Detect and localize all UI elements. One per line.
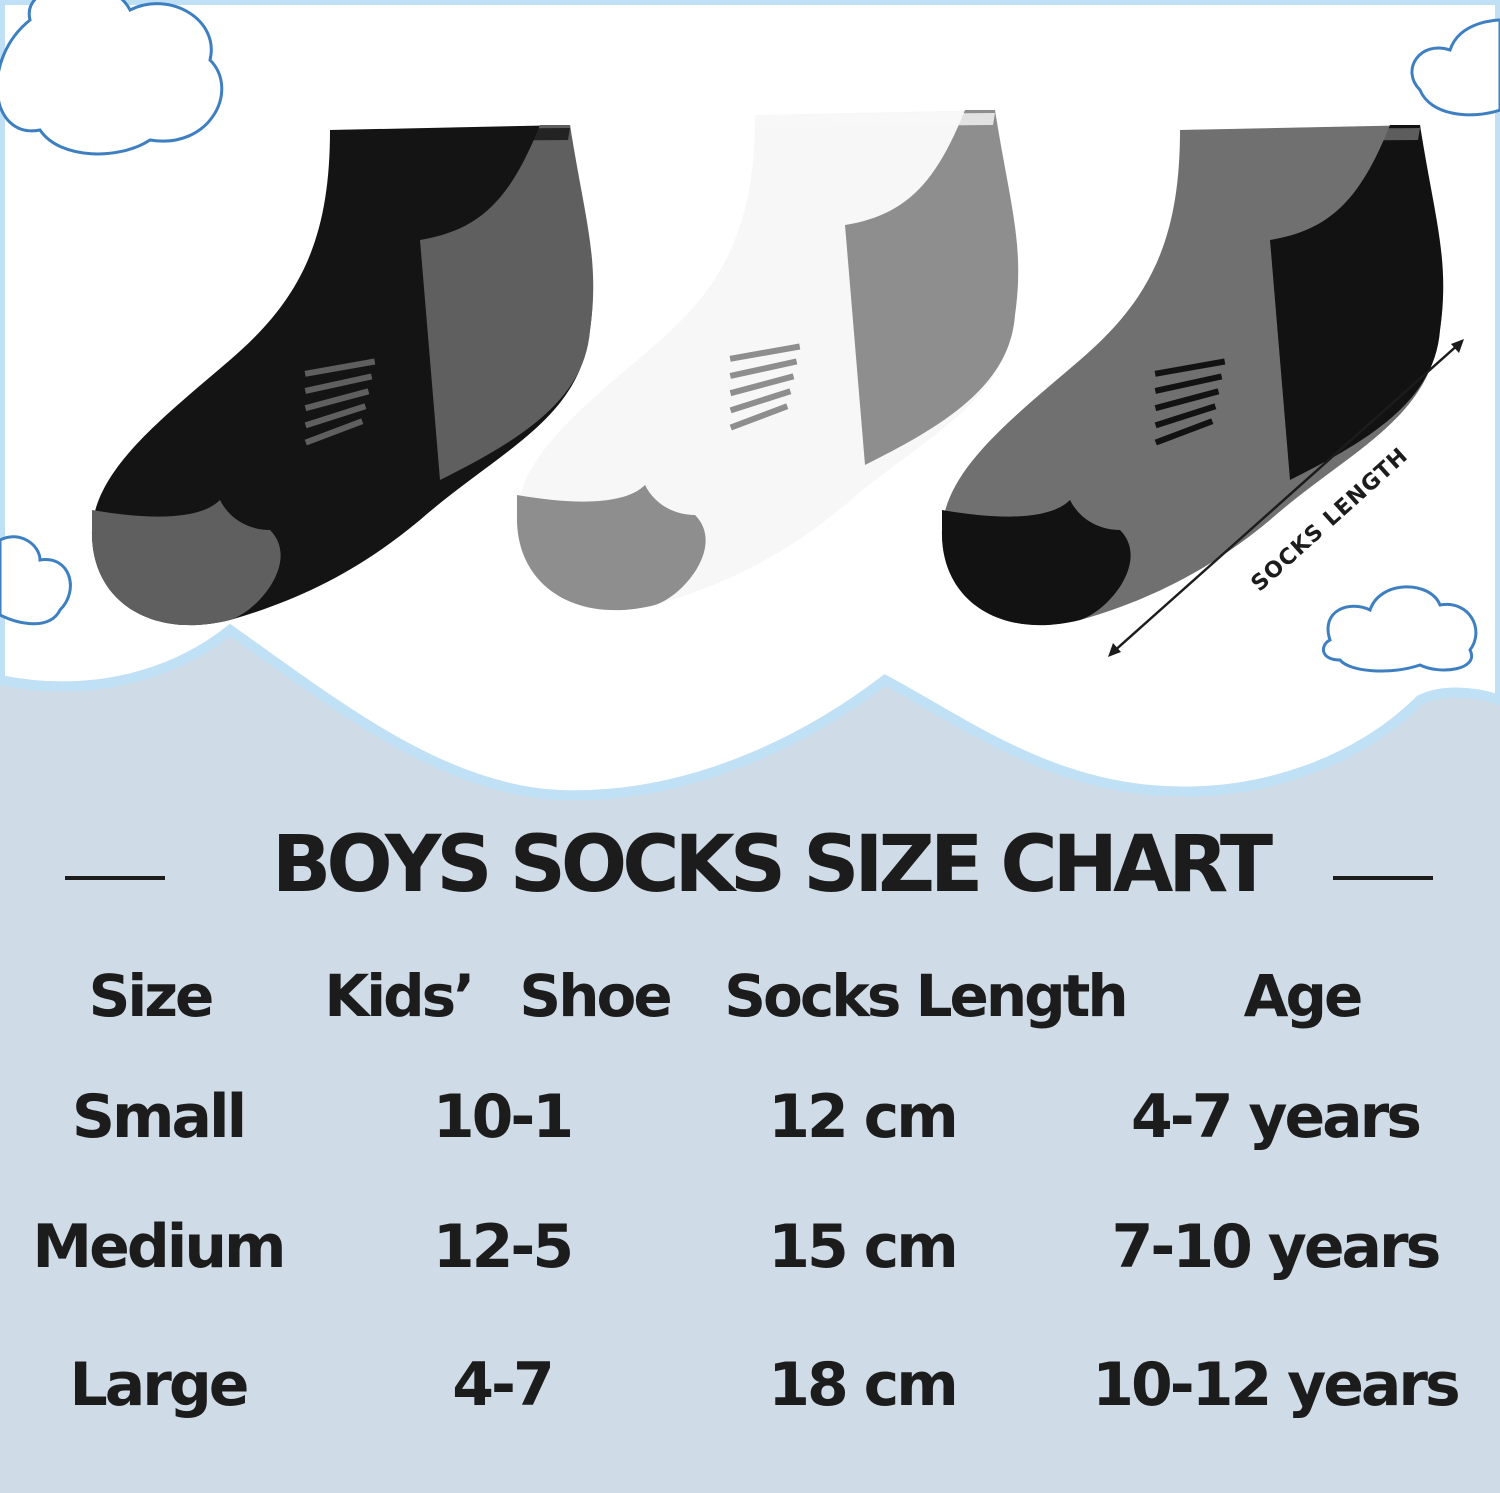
sock: [516, 110, 1019, 611]
table-cell: Medium: [32, 1212, 286, 1282]
table-cell: 4-7 years: [1131, 1082, 1422, 1152]
title-divider-right: [1333, 876, 1433, 880]
header-age: Age: [1243, 962, 1364, 1030]
sock: [91, 125, 594, 626]
sock: [941, 125, 1444, 626]
table-cell: 12 cm: [768, 1082, 958, 1152]
table-cell: 12-5: [432, 1212, 574, 1282]
page-title: BOYS SOCKS SIZE CHART: [271, 820, 1273, 910]
length-arrow: [1108, 339, 1464, 657]
header-size: Size: [88, 962, 215, 1030]
header-kids-shoe: Kids’ Shoe: [324, 962, 672, 1030]
table-cell: Large: [69, 1350, 250, 1420]
table-cell: 15 cm: [768, 1212, 958, 1282]
socks-group: [91, 110, 1444, 626]
header-socks-length: Socks Length: [724, 962, 1128, 1030]
table-cell: 7-10 years: [1111, 1212, 1442, 1282]
table-cell: Small: [71, 1082, 247, 1152]
table-cell: 4-7: [452, 1350, 554, 1420]
table-cell: 10-1: [432, 1082, 574, 1152]
table-cell: 18 cm: [768, 1350, 958, 1420]
cloud-icon: [0, 0, 1500, 673]
table-cell: 10-12 years: [1092, 1350, 1460, 1420]
title-divider-left: [65, 876, 165, 880]
